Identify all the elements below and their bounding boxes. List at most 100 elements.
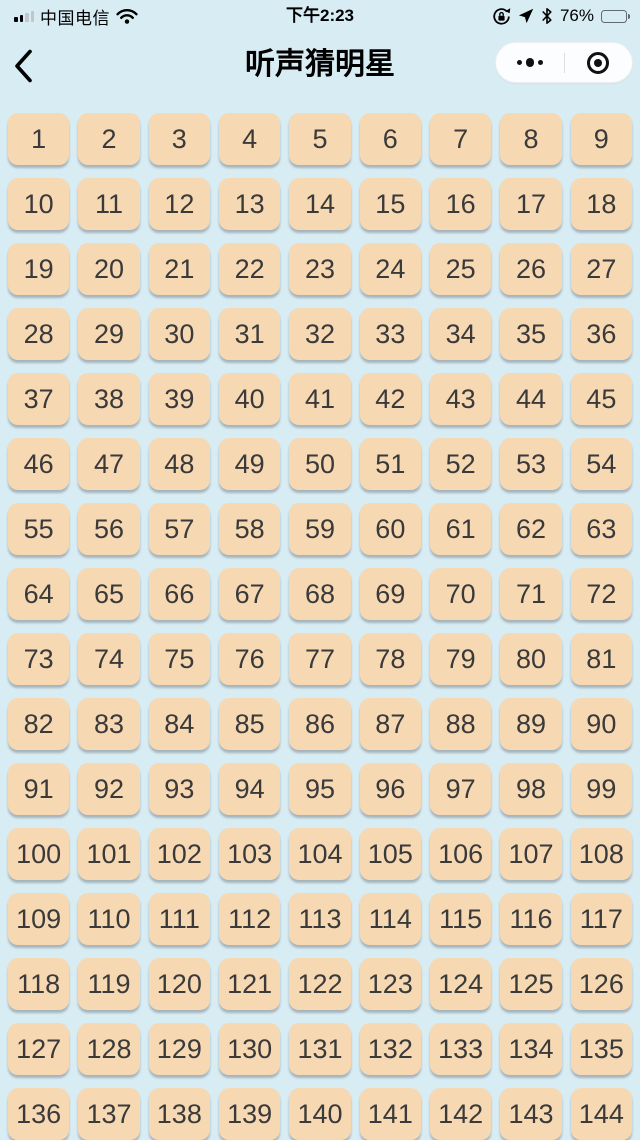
number-tile-86[interactable]: 86 bbox=[289, 698, 351, 750]
number-tile-99[interactable]: 99 bbox=[570, 763, 632, 815]
number-tile-15[interactable]: 15 bbox=[359, 178, 421, 230]
number-tile-51[interactable]: 51 bbox=[359, 438, 421, 490]
number-tile-22[interactable]: 22 bbox=[218, 243, 281, 295]
number-tile-46[interactable]: 46 bbox=[8, 438, 70, 490]
number-tile-20[interactable]: 20 bbox=[78, 243, 140, 295]
number-tile-49[interactable]: 49 bbox=[218, 438, 281, 490]
number-tile-79[interactable]: 79 bbox=[429, 633, 492, 685]
number-tile-47[interactable]: 47 bbox=[78, 438, 140, 490]
number-tile-48[interactable]: 48 bbox=[148, 438, 210, 490]
number-tile-82[interactable]: 82 bbox=[8, 698, 70, 750]
number-tile-144[interactable]: 144 bbox=[570, 1088, 632, 1140]
number-tile-123[interactable]: 123 bbox=[359, 958, 421, 1010]
number-tile-70[interactable]: 70 bbox=[429, 568, 492, 620]
number-tile-33[interactable]: 33 bbox=[359, 308, 421, 360]
number-tile-88[interactable]: 88 bbox=[429, 698, 492, 750]
number-tile-115[interactable]: 115 bbox=[429, 893, 492, 945]
number-tile-87[interactable]: 87 bbox=[359, 698, 421, 750]
number-tile-77[interactable]: 77 bbox=[289, 633, 351, 685]
number-tile-134[interactable]: 134 bbox=[500, 1023, 562, 1075]
number-tile-54[interactable]: 54 bbox=[570, 438, 632, 490]
more-menu-button[interactable] bbox=[496, 43, 564, 82]
number-tile-73[interactable]: 73 bbox=[8, 633, 70, 685]
number-tile-41[interactable]: 41 bbox=[289, 373, 351, 425]
number-tile-45[interactable]: 45 bbox=[570, 373, 632, 425]
number-tile-119[interactable]: 119 bbox=[78, 958, 140, 1010]
number-tile-75[interactable]: 75 bbox=[148, 633, 210, 685]
number-tile-108[interactable]: 108 bbox=[570, 828, 632, 880]
number-tile-12[interactable]: 12 bbox=[148, 178, 210, 230]
number-tile-84[interactable]: 84 bbox=[148, 698, 210, 750]
number-tile-56[interactable]: 56 bbox=[78, 503, 140, 555]
number-tile-112[interactable]: 112 bbox=[218, 893, 281, 945]
number-tile-26[interactable]: 26 bbox=[500, 243, 562, 295]
number-tile-7[interactable]: 7 bbox=[429, 113, 492, 165]
number-tile-40[interactable]: 40 bbox=[218, 373, 281, 425]
number-tile-5[interactable]: 5 bbox=[289, 113, 351, 165]
number-tile-130[interactable]: 130 bbox=[218, 1023, 281, 1075]
number-tile-36[interactable]: 36 bbox=[570, 308, 632, 360]
number-tile-17[interactable]: 17 bbox=[500, 178, 562, 230]
number-tile-91[interactable]: 91 bbox=[8, 763, 70, 815]
number-tile-29[interactable]: 29 bbox=[78, 308, 140, 360]
number-tile-95[interactable]: 95 bbox=[289, 763, 351, 815]
number-tile-76[interactable]: 76 bbox=[218, 633, 281, 685]
number-tile-113[interactable]: 113 bbox=[289, 893, 351, 945]
number-tile-104[interactable]: 104 bbox=[289, 828, 351, 880]
number-tile-98[interactable]: 98 bbox=[500, 763, 562, 815]
number-tile-63[interactable]: 63 bbox=[570, 503, 632, 555]
number-tile-35[interactable]: 35 bbox=[500, 308, 562, 360]
number-tile-111[interactable]: 111 bbox=[148, 893, 210, 945]
number-tile-74[interactable]: 74 bbox=[78, 633, 140, 685]
number-tile-39[interactable]: 39 bbox=[148, 373, 210, 425]
number-tile-97[interactable]: 97 bbox=[429, 763, 492, 815]
back-button[interactable] bbox=[13, 46, 43, 86]
number-tile-78[interactable]: 78 bbox=[359, 633, 421, 685]
number-tile-4[interactable]: 4 bbox=[218, 113, 281, 165]
number-tile-69[interactable]: 69 bbox=[359, 568, 421, 620]
number-tile-30[interactable]: 30 bbox=[148, 308, 210, 360]
number-tile-50[interactable]: 50 bbox=[289, 438, 351, 490]
number-tile-37[interactable]: 37 bbox=[8, 373, 70, 425]
number-tile-53[interactable]: 53 bbox=[500, 438, 562, 490]
number-tile-127[interactable]: 127 bbox=[8, 1023, 70, 1075]
number-tile-143[interactable]: 143 bbox=[500, 1088, 562, 1140]
number-tile-106[interactable]: 106 bbox=[429, 828, 492, 880]
number-tile-121[interactable]: 121 bbox=[218, 958, 281, 1010]
number-tile-116[interactable]: 116 bbox=[500, 893, 562, 945]
number-tile-125[interactable]: 125 bbox=[500, 958, 562, 1010]
number-tile-43[interactable]: 43 bbox=[429, 373, 492, 425]
number-tile-118[interactable]: 118 bbox=[8, 958, 70, 1010]
number-tile-58[interactable]: 58 bbox=[218, 503, 281, 555]
number-tile-52[interactable]: 52 bbox=[429, 438, 492, 490]
number-tile-89[interactable]: 89 bbox=[500, 698, 562, 750]
number-tile-16[interactable]: 16 bbox=[429, 178, 492, 230]
number-tile-122[interactable]: 122 bbox=[289, 958, 351, 1010]
number-tile-55[interactable]: 55 bbox=[8, 503, 70, 555]
number-tile-11[interactable]: 11 bbox=[78, 178, 140, 230]
number-tile-13[interactable]: 13 bbox=[218, 178, 281, 230]
number-tile-103[interactable]: 103 bbox=[218, 828, 281, 880]
number-tile-80[interactable]: 80 bbox=[500, 633, 562, 685]
number-tile-114[interactable]: 114 bbox=[359, 893, 421, 945]
number-tile-72[interactable]: 72 bbox=[570, 568, 632, 620]
number-tile-83[interactable]: 83 bbox=[78, 698, 140, 750]
number-tile-85[interactable]: 85 bbox=[218, 698, 281, 750]
exit-miniprogram-button[interactable] bbox=[565, 43, 633, 82]
number-tile-120[interactable]: 120 bbox=[148, 958, 210, 1010]
number-tile-28[interactable]: 28 bbox=[8, 308, 70, 360]
number-tile-34[interactable]: 34 bbox=[429, 308, 492, 360]
number-tile-109[interactable]: 109 bbox=[8, 893, 70, 945]
number-tile-59[interactable]: 59 bbox=[289, 503, 351, 555]
number-tile-136[interactable]: 136 bbox=[8, 1088, 70, 1140]
number-tile-90[interactable]: 90 bbox=[570, 698, 632, 750]
number-tile-62[interactable]: 62 bbox=[500, 503, 562, 555]
number-tile-102[interactable]: 102 bbox=[148, 828, 210, 880]
number-tile-2[interactable]: 2 bbox=[78, 113, 140, 165]
number-tile-32[interactable]: 32 bbox=[289, 308, 351, 360]
number-tile-68[interactable]: 68 bbox=[289, 568, 351, 620]
number-tile-96[interactable]: 96 bbox=[359, 763, 421, 815]
number-tile-3[interactable]: 3 bbox=[148, 113, 210, 165]
number-tile-10[interactable]: 10 bbox=[8, 178, 70, 230]
number-tile-110[interactable]: 110 bbox=[78, 893, 140, 945]
